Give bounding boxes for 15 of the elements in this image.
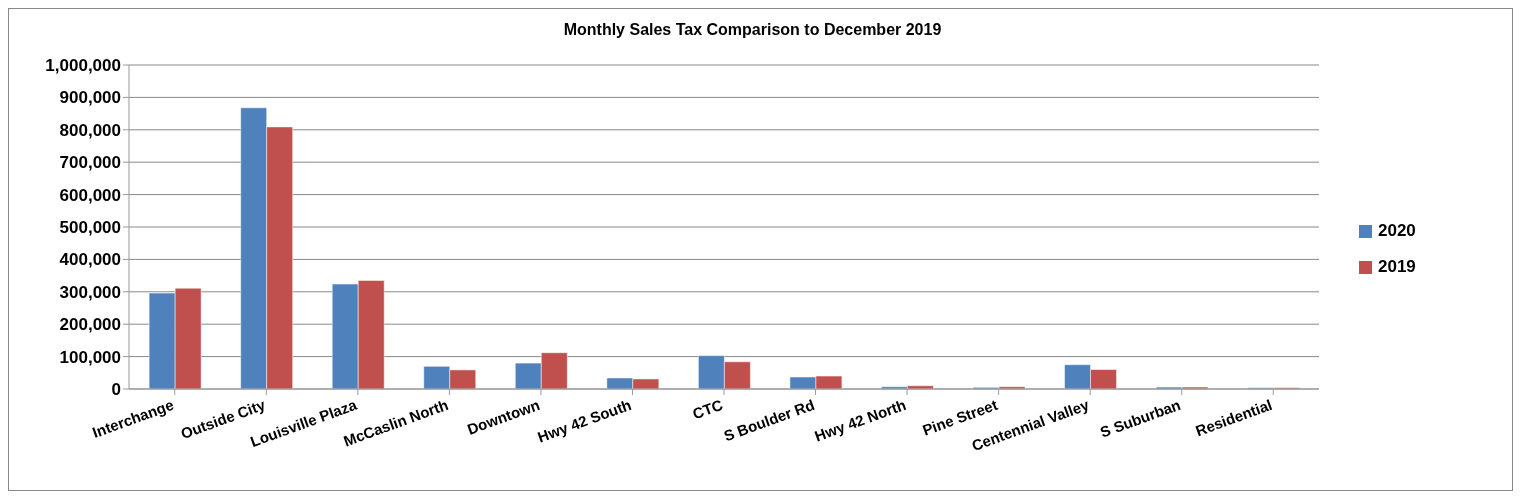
y-tick-label: 700,000 <box>59 153 121 173</box>
y-tick-label: 400,000 <box>59 250 121 270</box>
y-tick-label: 0 <box>111 380 121 400</box>
y-tick-label: 500,000 <box>59 218 121 238</box>
legend-label: 2019 <box>1377 256 1417 278</box>
y-tick-label: 200,000 <box>59 315 121 335</box>
y-tick-label: 900,000 <box>59 88 121 108</box>
chart-title: Monthly Sales Tax Comparison to December 2019 <box>562 21 943 39</box>
legend-label: 2020 <box>1377 220 1417 242</box>
y-tick-label: 300,000 <box>59 282 121 302</box>
y-tick-label: 800,000 <box>59 120 121 140</box>
y-tick-label: 100,000 <box>59 347 121 367</box>
y-tick-label: 600,000 <box>59 185 121 205</box>
x-tick-label: CTC <box>690 395 726 423</box>
y-tick-label: 1,000,000 <box>45 56 121 76</box>
